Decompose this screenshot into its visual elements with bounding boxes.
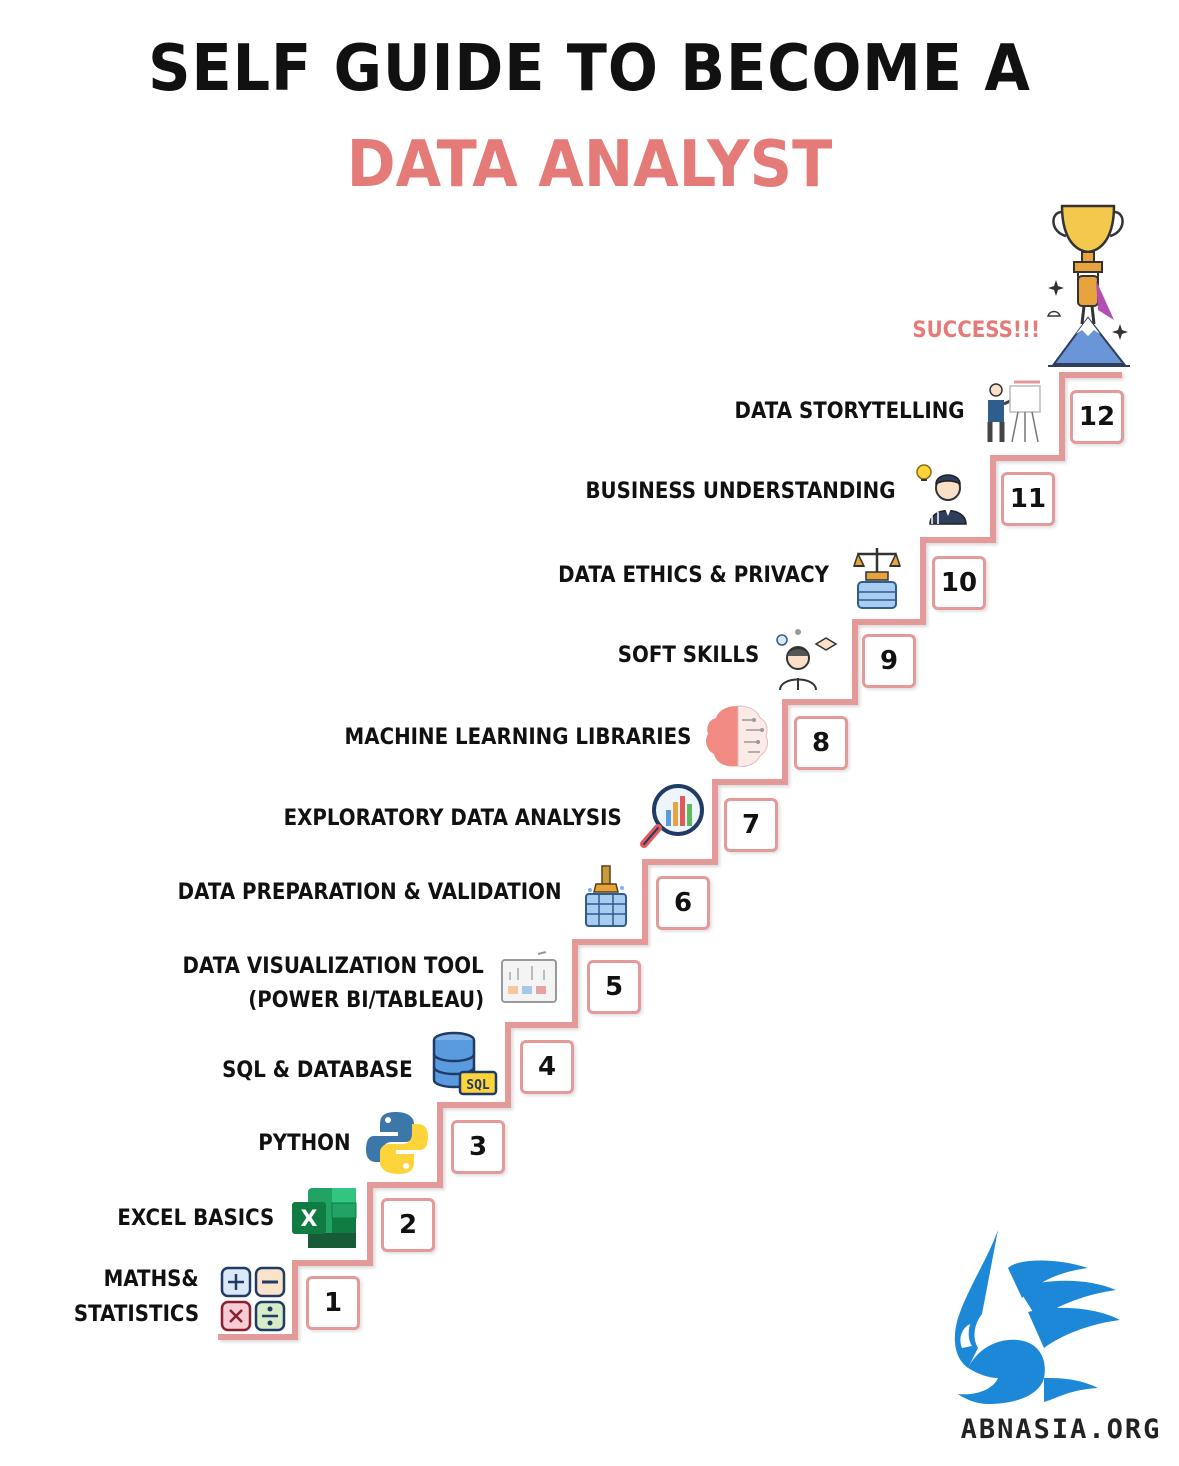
- step-3-number: 3: [451, 1120, 505, 1174]
- step-6-number: 6: [656, 876, 710, 930]
- step-2-label: EXCEL BASICS: [117, 1206, 274, 1231]
- step-12-label: DATA STORYTELLING: [735, 399, 965, 424]
- step-10-label: DATA ETHICS & PRIVACY: [558, 563, 829, 588]
- step-1-label: MATHS&: [103, 1267, 199, 1292]
- step-12-number: 12: [1070, 390, 1124, 444]
- svg-text:X: X: [301, 1207, 318, 1232]
- page-subtitle: DATA ANALYST: [346, 128, 833, 202]
- handshake-person-icon: [776, 629, 838, 691]
- step-10-number: 10: [932, 556, 986, 610]
- calculator-icon: [220, 1266, 286, 1332]
- businessman-idea-icon: [916, 464, 967, 525]
- python-icon: [366, 1112, 428, 1174]
- step-5-label-line2: (POWER BI/TABLEAU): [248, 988, 484, 1013]
- sql-icon-text: SQL: [466, 1078, 490, 1093]
- brand-name: ABNASIA.ORG: [960, 1414, 1162, 1445]
- page-title: SELF GUIDE TO BECOME A: [148, 32, 1031, 106]
- step-7-number: 7: [724, 798, 778, 852]
- presenter-icon: [987, 380, 1041, 443]
- step-5-label: DATA VISUALIZATION TOOL: [182, 954, 484, 979]
- step-5-number: 5: [587, 960, 641, 1014]
- trophy-mountain-icon: [1046, 204, 1130, 367]
- magnifier-chart-icon: [640, 784, 704, 848]
- step-7-label: EXPLORATORY DATA ANALYSIS: [283, 806, 622, 831]
- step-6-label: DATA PREPARATION & VALIDATION: [178, 880, 562, 905]
- brain-icon: [706, 705, 769, 767]
- step-11-number: 11: [1001, 472, 1055, 526]
- step-2-number: 2: [381, 1198, 435, 1252]
- success-label: SUCCESS!!!: [912, 318, 1040, 343]
- step-1-label-line2: STATISTICS: [73, 1302, 199, 1327]
- step-4-label: SQL & DATABASE: [222, 1058, 413, 1083]
- data-cleaning-icon: [585, 865, 627, 927]
- step-4-number: 4: [520, 1040, 574, 1094]
- step-3-label: PYTHON: [258, 1131, 351, 1156]
- step-9-label: SOFT SKILLS: [617, 643, 759, 668]
- excel-icon: X: [292, 1188, 357, 1248]
- step-9-number: 9: [862, 634, 916, 688]
- database-icon: SQL: [432, 1031, 498, 1096]
- griffin-logo-icon: [954, 1230, 1120, 1404]
- step-1-number: 1: [306, 1276, 360, 1330]
- step-11-label: BUSINESS UNDERSTANDING: [584, 479, 895, 504]
- step-8-label: MACHINE LEARNING LIBRARIES: [344, 725, 691, 750]
- dashboard-icon: [501, 951, 557, 1003]
- scales-icon: [852, 548, 902, 609]
- step-8-number: 8: [794, 716, 848, 770]
